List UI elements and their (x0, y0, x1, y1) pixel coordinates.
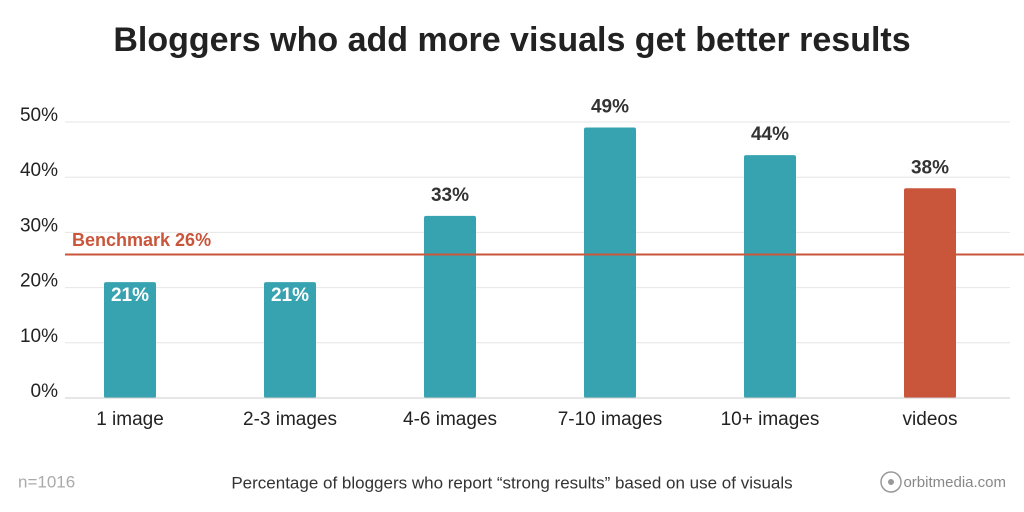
y-tick-label: 30% (20, 215, 58, 236)
x-tick-label: 4-6 images (403, 409, 497, 430)
bar (104, 282, 156, 398)
y-tick-label: 20% (20, 271, 58, 292)
value-label: 21% (271, 285, 309, 306)
value-label: 44% (751, 124, 789, 145)
x-tick-label: videos (903, 409, 958, 430)
y-tick-label: 50% (20, 105, 58, 126)
source: orbitmedia.com (903, 474, 1006, 491)
y-tick-label: 0% (31, 381, 59, 402)
x-tick-label: 1 image (96, 409, 164, 430)
y-tick-label: 40% (20, 160, 58, 181)
value-label: 33% (431, 185, 469, 206)
sample-size: n=1016 (18, 472, 75, 491)
bar (584, 127, 636, 399)
benchmark-label: Benchmark 26% (72, 230, 211, 250)
caption: Percentage of bloggers who report “stron… (231, 473, 792, 492)
logo-dot (888, 479, 894, 485)
value-label: 38% (911, 157, 949, 178)
chart-title: Bloggers who add more visuals get better… (113, 21, 910, 59)
bar (264, 282, 316, 398)
bar (744, 155, 796, 398)
logo-icon (880, 471, 902, 493)
x-tick-label: 7-10 images (558, 409, 663, 430)
bar (904, 188, 956, 398)
value-label: 49% (591, 97, 629, 118)
x-tick-label: 2-3 images (243, 409, 337, 430)
y-tick-label: 10% (20, 326, 58, 347)
x-tick-label: 10+ images (721, 409, 820, 430)
value-label: 21% (111, 285, 149, 306)
bar (424, 215, 476, 398)
